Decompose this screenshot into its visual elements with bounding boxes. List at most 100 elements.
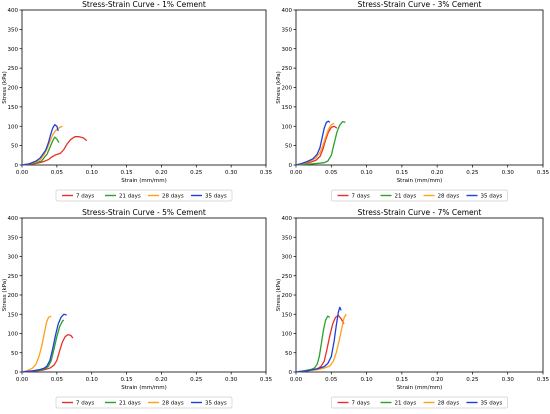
y-tick-label: 300	[282, 47, 293, 53]
series-line-35-days	[21, 313, 67, 373]
x-tick-label: 0.05	[325, 377, 338, 383]
legend-box	[331, 189, 508, 202]
series-line-35-days	[295, 120, 331, 166]
x-tick-label: 0.00	[16, 170, 29, 176]
x-tick-label: 0.25	[466, 377, 479, 383]
y-tick-label: 100	[282, 124, 293, 130]
series-line-28-days	[295, 122, 335, 166]
plot-frame	[21, 217, 267, 373]
y-tick-label: 400	[282, 8, 293, 14]
y-tick-label: 400	[282, 216, 293, 222]
legend-label: 7 days	[76, 194, 94, 200]
x-tick-label: 0.20	[155, 170, 168, 176]
x-tick-label: 0.20	[431, 377, 444, 383]
x-tick-label: 0.05	[51, 377, 64, 383]
y-tick-label: 300	[282, 255, 293, 261]
series-line-7-days	[295, 125, 338, 166]
x-tick-label: 0.10	[86, 377, 99, 383]
x-axis-label: Strain (mm/mm)	[121, 178, 167, 184]
y-tick-label: 50	[285, 144, 292, 150]
y-tick-label: 350	[8, 27, 19, 33]
x-tick-label: 0.10	[360, 170, 373, 176]
series-line-21-days	[21, 136, 60, 166]
x-tick-label: 0.35	[537, 170, 550, 176]
x-tick-label: 0.10	[360, 377, 373, 383]
y-tick-label: 0	[15, 370, 19, 376]
legend: 7 days 21 days 28 days 35 days	[55, 189, 233, 202]
y-tick-label: 0	[289, 163, 293, 169]
x-tick-label: 0.30	[225, 377, 238, 383]
legend: 7 days 21 days 28 days 35 days	[331, 189, 508, 202]
x-tick-label: 0.15	[396, 170, 409, 176]
x-tick-label: 0.35	[260, 170, 273, 176]
chart-title: Stress-Strain Curve - 1% Cement	[82, 0, 206, 9]
legend-label: 21 days	[119, 194, 141, 200]
x-tick-label: 0.10	[86, 170, 99, 176]
x-tick-label: 0.30	[225, 170, 238, 176]
legend-label: 21 days	[395, 194, 417, 200]
series-line-35-days	[295, 306, 342, 373]
legend-box	[331, 396, 508, 409]
legend-label: 28 days	[162, 194, 184, 200]
y-tick-label: 350	[282, 27, 293, 33]
x-tick-label: 0.00	[290, 377, 303, 383]
x-tick-label: 0.15	[120, 377, 133, 383]
x-tick-label: 0.00	[290, 170, 303, 176]
y-tick-label: 400	[8, 8, 19, 14]
y-tick-label: 150	[8, 105, 19, 111]
legend-label: 7 days	[352, 401, 370, 407]
x-tick-label: 0.35	[260, 377, 273, 383]
chart-panel-2: Stress-Strain Curve - 3% Cement 0 50 100 150…	[276, 0, 550, 202]
y-axis-label: Stress (kPa)	[276, 71, 282, 104]
y-tick-label: 50	[11, 351, 18, 357]
chart-title: Stress-Strain Curve - 3% Cement	[358, 0, 482, 9]
y-tick-label: 250	[282, 274, 293, 280]
chart-title: Stress-Strain Curve - 7% Cement	[358, 208, 482, 217]
y-tick-label: 300	[8, 255, 19, 261]
chart-title: Stress-Strain Curve - 5% Cement	[82, 208, 206, 217]
y-axis-label: Stress (kPa)	[276, 279, 282, 312]
x-tick-label: 0.20	[155, 377, 168, 383]
series-line-7-days	[21, 136, 88, 166]
y-tick-label: 200	[282, 293, 293, 299]
chart-panel-3: Stress-Strain Curve - 5% Cement 0 50 100 150…	[2, 208, 273, 409]
legend-label: 7 days	[352, 194, 370, 200]
chart-panel-4: Stress-Strain Curve - 7% Cement 0 50 100 150…	[276, 208, 550, 409]
y-tick-label: 200	[8, 293, 19, 299]
y-tick-label: 250	[282, 66, 293, 72]
legend-box	[55, 396, 233, 409]
x-tick-label: 0.25	[190, 170, 203, 176]
y-tick-label: 100	[8, 332, 19, 338]
legend-label: 35 days	[481, 194, 503, 200]
x-tick-label: 0.00	[16, 377, 29, 383]
x-tick-label: 0.20	[431, 170, 444, 176]
y-tick-label: 100	[8, 124, 19, 130]
legend: 7 days 21 days 28 days 35 days	[331, 396, 508, 409]
y-tick-label: 100	[282, 332, 293, 338]
legend-label: 35 days	[205, 194, 227, 200]
x-tick-label: 0.05	[51, 170, 64, 176]
x-tick-label: 0.15	[396, 377, 409, 383]
series-line-35-days	[21, 124, 59, 166]
x-tick-label: 0.05	[325, 170, 338, 176]
legend-label: 28 days	[438, 401, 460, 407]
legend-label: 28 days	[162, 401, 184, 407]
x-tick-label: 0.35	[537, 377, 550, 383]
y-tick-label: 350	[8, 235, 19, 241]
y-tick-label: 250	[8, 66, 19, 72]
series-line-21-days	[295, 120, 346, 166]
chart-panel-1: Stress-Strain Curve - 1% Cement 0 50 100 150…	[2, 0, 273, 202]
y-tick-label: 200	[282, 86, 293, 92]
x-tick-label: 0.25	[190, 377, 203, 383]
series-line-28-days	[21, 315, 52, 373]
y-tick-label: 0	[289, 370, 293, 376]
x-axis-label: Strain (mm/mm)	[121, 385, 167, 391]
y-tick-label: 0	[15, 163, 19, 169]
legend-label: 21 days	[395, 401, 417, 407]
x-tick-label: 0.15	[120, 170, 133, 176]
x-tick-label: 0.25	[466, 170, 479, 176]
legend-label: 35 days	[481, 401, 503, 407]
y-tick-label: 150	[282, 312, 293, 318]
